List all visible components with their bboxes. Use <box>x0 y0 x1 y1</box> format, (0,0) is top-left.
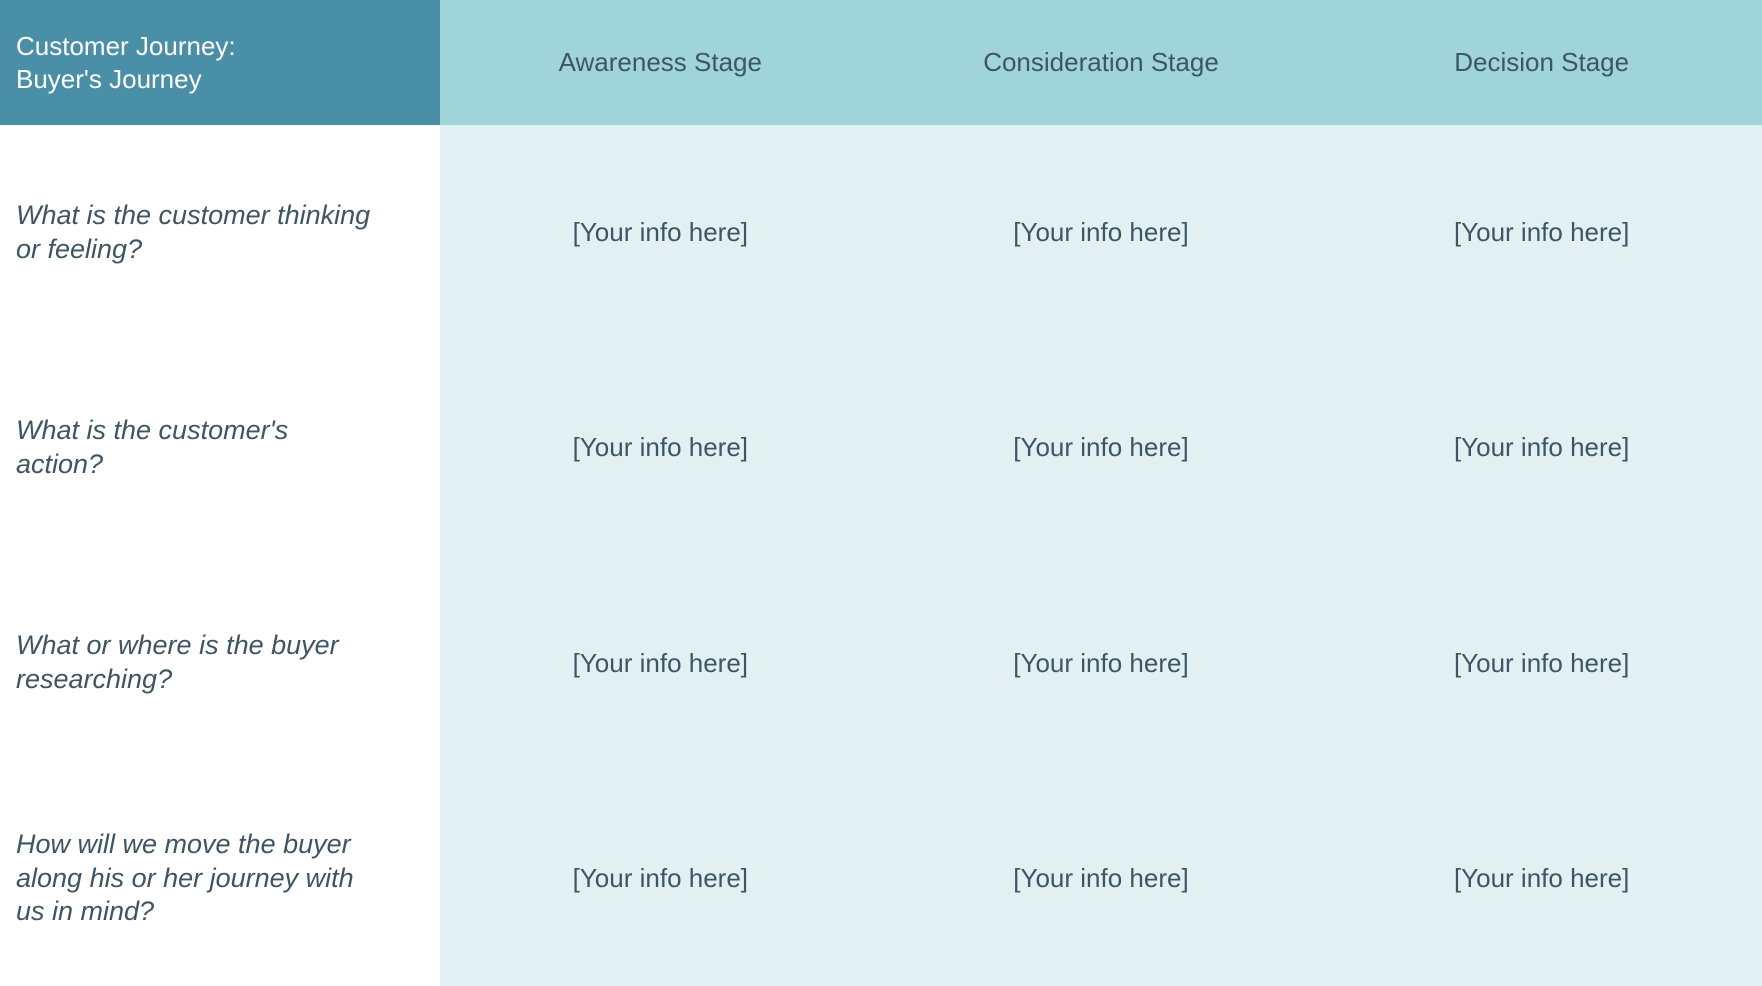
title-line-1: Customer Journey: <box>16 31 236 61</box>
row-label-thinking: What is the customer thinking or feeling… <box>0 125 440 340</box>
stage-header-decision: Decision Stage <box>1321 0 1762 125</box>
cell-thinking-consideration: [Your info here] <box>881 125 1322 340</box>
cell-research-decision: [Your info here] <box>1321 556 1762 771</box>
cell-research-consideration: [Your info here] <box>881 556 1322 771</box>
row-label-action: What is the customer's action? <box>0 340 440 555</box>
cell-move-consideration: [Your info here] <box>881 771 1322 986</box>
cell-action-consideration: [Your info here] <box>881 340 1322 555</box>
cell-research-awareness: [Your info here] <box>440 556 881 771</box>
cell-action-decision: [Your info here] <box>1321 340 1762 555</box>
row-label-research: What or where is the buyer researching? <box>0 556 440 771</box>
cell-thinking-decision: [Your info here] <box>1321 125 1762 340</box>
stage-header-awareness: Awareness Stage <box>440 0 881 125</box>
row-label-move-buyer: How will we move the buyer along his or … <box>0 771 440 986</box>
cell-action-awareness: [Your info here] <box>440 340 881 555</box>
customer-journey-table: Customer Journey: Buyer's Journey Awaren… <box>0 0 1762 986</box>
table-header-title: Customer Journey: Buyer's Journey <box>0 0 440 125</box>
title-line-2: Buyer's Journey <box>16 64 202 94</box>
cell-thinking-awareness: [Your info here] <box>440 125 881 340</box>
cell-move-awareness: [Your info here] <box>440 771 881 986</box>
stage-header-consideration: Consideration Stage <box>881 0 1322 125</box>
cell-move-decision: [Your info here] <box>1321 771 1762 986</box>
